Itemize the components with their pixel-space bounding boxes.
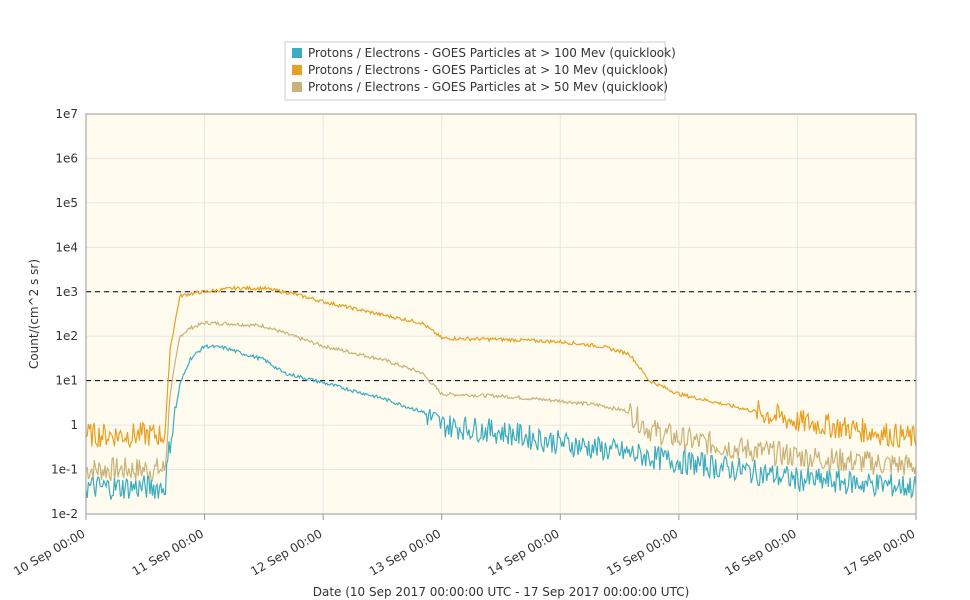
- y-tick-label: 1e3: [55, 285, 78, 299]
- legend-swatch: [292, 48, 302, 58]
- legend[interactable]: Protons / Electrons - GOES Particles at …: [284, 41, 676, 101]
- y-tick-label: 1e4: [55, 240, 78, 254]
- x-tick-label: 13 Sep 00:00: [367, 526, 443, 578]
- legend-item[interactable]: Protons / Electrons - GOES Particles at …: [308, 46, 676, 60]
- x-tick-label: 15 Sep 00:00: [604, 526, 680, 578]
- y-tick-label: 1e2: [55, 329, 78, 343]
- x-tick-label: 10 Sep 00:00: [11, 526, 87, 578]
- x-ticks: 10 Sep 00:00 11 Sep 00:00 12 Sep 00:00 13 S…: [11, 526, 917, 578]
- x-tick-label: 12 Sep 00:00: [248, 526, 324, 578]
- y-tick-label: 1: [70, 418, 78, 432]
- y-tick-label: 1e5: [55, 196, 78, 210]
- legend-swatch: [292, 65, 302, 75]
- x-tick-label: 16 Sep 00:00: [723, 526, 799, 578]
- x-tick-label: 11 Sep 00:00: [130, 526, 206, 578]
- y-axis-title: Count/(cm^2 s sr): [27, 259, 41, 369]
- y-tick-label: 1e1: [55, 374, 78, 388]
- threshold-lines: [86, 291, 916, 382]
- x-tick-label: 14 Sep 00:00: [485, 526, 561, 578]
- legend-item[interactable]: Protons / Electrons - GOES Particles at …: [308, 80, 668, 94]
- legend-swatch: [292, 82, 302, 92]
- y-tick-label: 1e-1: [51, 463, 78, 477]
- y-tick-label: 1e7: [55, 107, 78, 121]
- series-line-1: [85, 285, 917, 449]
- series-line-2: [85, 320, 917, 482]
- y-tick-label: 1e-2: [51, 507, 78, 521]
- plot-border: [85, 113, 917, 515]
- series-layer: [85, 285, 917, 500]
- y-ticks: 1e-2 1e-1 1 1e1 1e2 1e3 1e4 1e5 1e6 1e7: [51, 107, 78, 521]
- x-tick-label: 17 Sep 00:00: [841, 526, 917, 578]
- plot-background: [86, 114, 916, 514]
- series-line-0: [85, 343, 917, 500]
- y-tick-label: 1e6: [55, 151, 78, 165]
- legend-box: [284, 41, 666, 101]
- legend-item[interactable]: Protons / Electrons - GOES Particles at …: [308, 63, 668, 77]
- x-axis-title: Date (10 Sep 2017 00:00:00 UTC - 17 Sep …: [313, 585, 690, 599]
